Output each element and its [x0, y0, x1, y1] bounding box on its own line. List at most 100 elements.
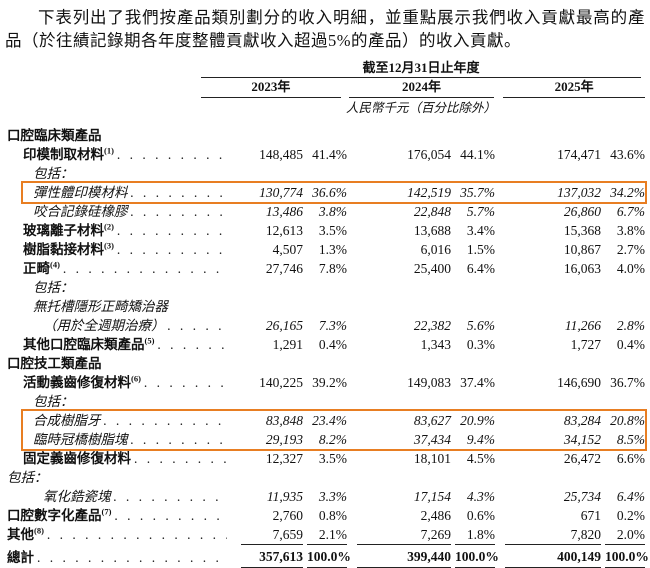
row-label: 樹脂黏接材料(3) [5, 240, 231, 259]
table-row: 彈性體印模材料 130,774 36.6% 142,519 35.7% 137,032 34… [23, 183, 645, 202]
value-cell: 3.8% [616, 223, 645, 238]
value-cell: 36.7% [610, 375, 645, 390]
value-cell: 6.4% [466, 261, 495, 276]
table-header: 截至12月31日止年度 2023年 2024年 2025年 人民幣千元（百分比除… [5, 59, 645, 117]
intro-paragraph: 下表列出了我們按產品類別劃分的收入明細，並重點展示我們收入貢獻最高的產品（於往績… [5, 8, 645, 50]
table-row: 固定義齒修復材料 12,327 3.5% 18,101 4.5% 26,472 6.6% [5, 449, 645, 468]
row-label: 印模制取材料(1) [5, 145, 231, 164]
leader-dots [131, 202, 228, 221]
value-cell: 41.4% [312, 147, 347, 162]
value-cell: 9.4% [466, 432, 495, 447]
row-label: 其他口腔臨床類產品(5) [5, 335, 231, 354]
value-cell: 25,400 [413, 261, 451, 276]
value-cell: 6.4% [616, 489, 645, 504]
value-cell: 11,935 [266, 489, 303, 504]
row-label: 口腔數字化產品(7) [5, 506, 231, 525]
value-cell: 357,613 [231, 544, 303, 568]
footnote-marker: (5) [144, 335, 155, 346]
value-cell: 399,440 [347, 544, 451, 568]
row-label: 活動義齒修復材料(6) [5, 373, 231, 392]
year-header-row: 2023年 2024年 2025年 [5, 78, 645, 98]
value-cell: 0.4% [318, 337, 347, 352]
highlight-box: 彈性體印模材料 130,774 36.6% 142,519 35.7% 137,032 34… [21, 181, 647, 204]
value-cell: 3.4% [466, 223, 495, 238]
value-cell: 22,382 [413, 318, 451, 333]
section-header-row: 口腔技工類產品 [5, 354, 645, 373]
leader-dots [117, 145, 227, 164]
leader-dots [117, 221, 227, 240]
footnote-marker: (6) [131, 373, 141, 384]
table-row: 其他(8) 7,659 2.1% 7,269 1.8% 7,820 2.0% [5, 525, 645, 544]
leader-dots [131, 430, 228, 449]
value-cell: 36.6% [312, 185, 347, 200]
value-cell: 26,860 [563, 204, 601, 219]
value-cell: 37,434 [413, 432, 451, 447]
value-cell: 12,613 [265, 223, 303, 238]
value-cell: 174,471 [557, 147, 601, 162]
unit-note-row: 人民幣千元（百分比除外） [5, 98, 645, 117]
value-cell: 16,063 [563, 261, 601, 276]
value-cell: 2.7% [616, 242, 645, 257]
value-cell: 2,760 [272, 508, 303, 523]
row-label: 無托槽隱形正畸矯治器 [33, 299, 168, 314]
value-cell: 18,101 [413, 451, 451, 466]
value-cell: 149,083 [407, 375, 451, 390]
table-row: 包括： [5, 392, 645, 411]
value-cell: 0.6% [466, 508, 495, 523]
value-cell: 34,152 [563, 432, 601, 447]
value-cell: 671 [580, 508, 601, 523]
value-cell: 1,291 [272, 337, 303, 352]
value-cell: 7.3% [318, 318, 347, 333]
value-cell: 146,690 [557, 375, 601, 390]
row-label: 包括： [33, 166, 74, 181]
year-column-2023: 2023年 [201, 78, 341, 98]
leader-dots [114, 487, 228, 506]
value-cell: 1,727 [570, 337, 601, 352]
value-cell: 8.2% [318, 432, 347, 447]
value-cell: 130,774 [259, 185, 303, 200]
value-cell: 2,486 [420, 508, 451, 523]
row-label: 咬合記錄硅橡膠 [5, 202, 231, 221]
value-cell: 0.4% [616, 337, 645, 352]
footnote-marker: (4) [50, 259, 60, 270]
value-cell: 44.1% [460, 147, 495, 162]
value-cell: 100.0% [601, 544, 649, 568]
leader-dots [168, 316, 228, 335]
value-cell: 15,368 [563, 223, 601, 238]
value-cell: 7,820 [570, 527, 601, 542]
value-cell: 83,284 [563, 413, 601, 428]
table-row: 玻璃離子材料(2) 12,613 3.5% 13,688 3.4% 15,368 3.8% [5, 221, 645, 240]
value-cell: 23.4% [312, 413, 347, 428]
leader-dots [131, 183, 228, 202]
value-cell: 0.2% [616, 508, 645, 523]
table-row: 活動義齒修復材料(6) 140,225 39.2% 149,083 37.4% 146,6… [5, 373, 645, 392]
value-cell: 29,193 [265, 432, 303, 447]
row-label: 包括： [33, 394, 74, 409]
value-cell: 13,688 [413, 223, 451, 238]
value-cell: 43.6% [610, 147, 645, 162]
year-column-2025: 2025年 [503, 78, 645, 98]
leader-dots [114, 506, 227, 525]
value-cell: 100.0% [303, 544, 351, 568]
value-cell: 137,032 [557, 185, 601, 200]
value-cell: 10,867 [563, 242, 601, 257]
value-cell: 39.2% [312, 375, 347, 390]
leader-dots [157, 335, 227, 354]
leader-dots [104, 411, 228, 430]
value-cell: 2.1% [318, 527, 347, 542]
row-label: 玻璃離子材料(2) [5, 221, 231, 240]
value-cell: 100.0% [451, 544, 499, 568]
row-label: 其他(8) [5, 525, 231, 544]
table-row: （用於全週期治療） 26,165 7.3% 22,382 5.6% 11,266 2.8% [5, 316, 645, 335]
row-label: 氧化鋯瓷塊 [5, 487, 231, 506]
row-label: 口腔技工類產品 [7, 356, 102, 371]
value-cell: 6.6% [616, 451, 645, 466]
value-cell: 1.5% [466, 242, 495, 257]
table-row: 樹脂黏接材料(3) 4,507 1.3% 6,016 1.5% 10,867 2.7% [5, 240, 645, 259]
row-label: 口腔臨床類產品 [7, 128, 102, 143]
value-cell: 3.8% [318, 204, 347, 219]
value-cell: 37.4% [460, 375, 495, 390]
leader-dots [134, 449, 227, 468]
value-cell: 3.5% [318, 223, 347, 238]
